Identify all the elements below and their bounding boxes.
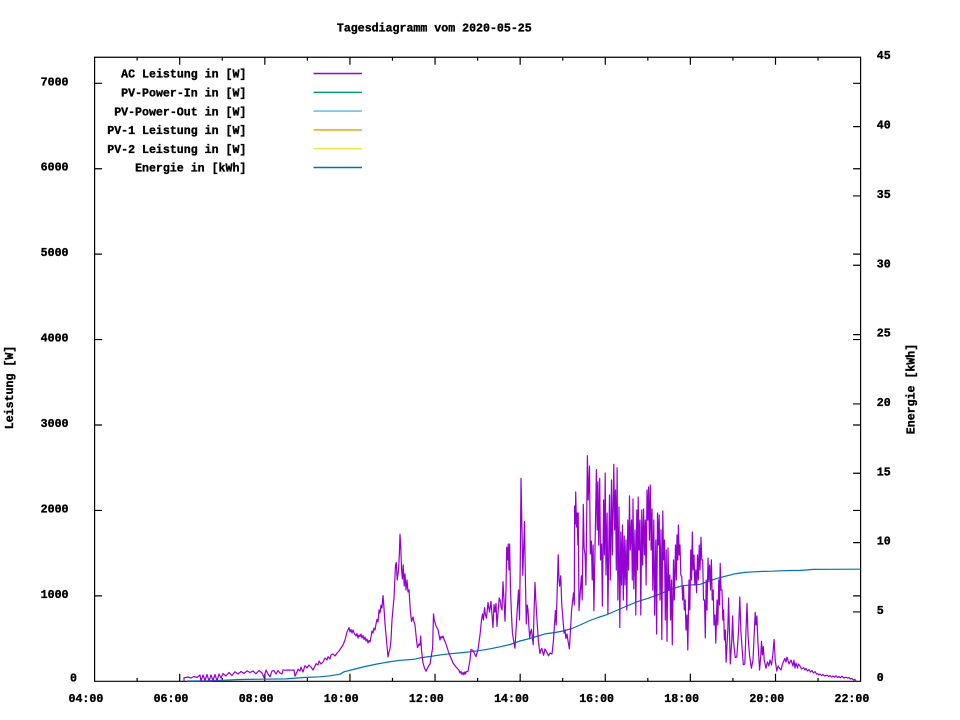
svg-text:30: 30 xyxy=(877,258,891,271)
svg-text:08:00: 08:00 xyxy=(239,693,274,706)
svg-text:AC Leistung in [W]: AC Leistung in [W] xyxy=(121,69,246,82)
svg-text:15: 15 xyxy=(877,466,891,479)
svg-text:10:00: 10:00 xyxy=(324,693,359,706)
svg-text:20: 20 xyxy=(877,397,891,410)
svg-text:PV-1 Leistung in [W]: PV-1 Leistung in [W] xyxy=(107,125,246,138)
svg-text:PV-Power-Out in [W]: PV-Power-Out in [W] xyxy=(114,106,246,119)
svg-text:1000: 1000 xyxy=(41,589,69,602)
svg-text:7000: 7000 xyxy=(41,76,69,89)
svg-text:12:00: 12:00 xyxy=(409,693,444,706)
svg-text:3000: 3000 xyxy=(41,418,69,431)
svg-text:Leistung [W]: Leistung [W] xyxy=(4,346,17,430)
svg-text:04:00: 04:00 xyxy=(69,693,104,706)
svg-text:25: 25 xyxy=(877,328,891,341)
svg-text:06:00: 06:00 xyxy=(154,693,189,706)
svg-text:40: 40 xyxy=(877,120,891,133)
svg-text:PV-Power-In in [W]: PV-Power-In in [W] xyxy=(121,88,246,101)
svg-text:5: 5 xyxy=(877,605,884,618)
svg-text:5000: 5000 xyxy=(41,247,69,260)
svg-text:16:00: 16:00 xyxy=(579,693,614,706)
svg-text:PV-2 Leistung in [W]: PV-2 Leistung in [W] xyxy=(107,144,246,157)
svg-text:20:00: 20:00 xyxy=(749,693,784,706)
svg-text:14:00: 14:00 xyxy=(494,693,529,706)
svg-text:Tagesdiagramm vom 2020-05-25: Tagesdiagramm vom 2020-05-25 xyxy=(337,23,532,36)
svg-text:0: 0 xyxy=(877,672,884,685)
svg-text:10: 10 xyxy=(877,536,891,549)
svg-text:18:00: 18:00 xyxy=(664,693,699,706)
svg-text:6000: 6000 xyxy=(41,162,69,175)
svg-text:35: 35 xyxy=(877,189,891,202)
svg-text:2000: 2000 xyxy=(41,503,69,516)
svg-text:22:00: 22:00 xyxy=(835,693,870,706)
svg-text:0: 0 xyxy=(70,672,77,685)
svg-text:Energie in [kWh]: Energie in [kWh] xyxy=(135,163,246,176)
svg-text:4000: 4000 xyxy=(41,333,69,346)
svg-text:Energie [kWh]: Energie [kWh] xyxy=(906,344,919,434)
svg-text:45: 45 xyxy=(877,50,891,63)
